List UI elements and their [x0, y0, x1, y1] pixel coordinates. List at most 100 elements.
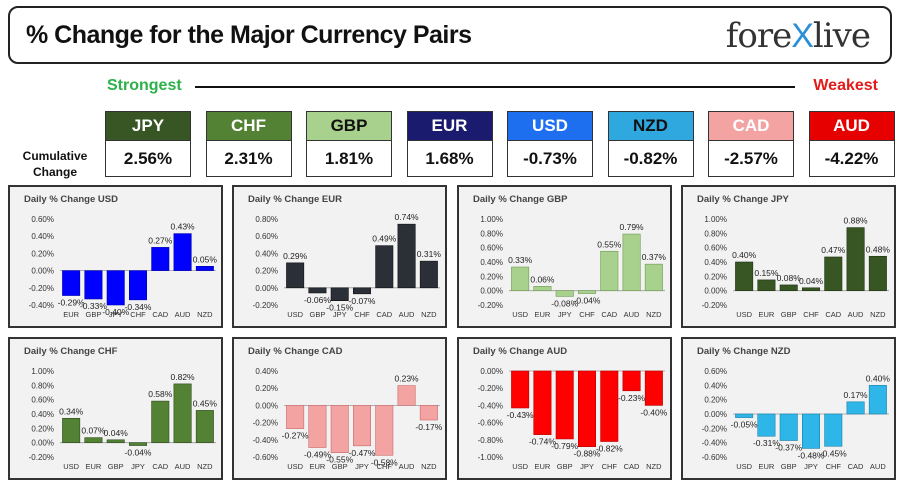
x-tick-label: CAD [601, 310, 617, 319]
bar-cad [846, 401, 865, 415]
data-label: -0.27% [282, 431, 309, 441]
x-tick-label: CHF [579, 310, 595, 319]
x-tick-label: USD [287, 462, 303, 471]
x-tick-label: NZD [870, 310, 886, 319]
data-label: 0.08% [777, 273, 802, 283]
data-label: 0.82% [171, 372, 196, 382]
bar-chf [802, 287, 820, 291]
data-label: -0.40% [640, 407, 667, 417]
bar-jpy [555, 290, 574, 297]
y-tick-label: 0.20% [704, 272, 727, 281]
y-tick-label: 0.80% [704, 229, 727, 238]
logo-text-right: live [812, 16, 871, 56]
y-tick-label: 0.60% [480, 244, 503, 253]
x-tick-label: CHF [826, 462, 842, 471]
x-tick-label: CAD [376, 310, 392, 319]
bar-cad [824, 256, 843, 291]
x-tick-label: GBP [557, 462, 573, 471]
bar-aud [397, 223, 416, 289]
currency-code: CAD [708, 111, 794, 141]
x-tick-label: USD [287, 310, 303, 319]
y-tick-label: 0.20% [31, 424, 54, 433]
bar-gbp [779, 284, 798, 291]
data-label: -0.23% [618, 393, 645, 403]
bar-aud [173, 233, 192, 271]
y-tick-label: 0.00% [31, 439, 54, 448]
data-label: -0.08% [551, 298, 578, 308]
x-tick-label: GBP [86, 310, 102, 319]
bar-jpy [578, 370, 596, 447]
x-tick-label: USD [736, 310, 752, 319]
bar-chart-gbp: Daily % Change GBP -0.20% 0.00% 0.20% 0.40% 0… [473, 194, 667, 319]
bar-eur [533, 370, 552, 435]
x-tick-label: GBP [781, 310, 797, 319]
y-tick-label: -0.20% [29, 284, 54, 293]
bar-usd [511, 370, 530, 409]
data-label: -0.37% [775, 443, 802, 453]
data-label: -0.07% [349, 296, 376, 306]
currency-box-chf: CHF 2.31% [205, 111, 292, 177]
cumulative-value: 2.56% [105, 141, 191, 177]
bar-usd [62, 418, 81, 443]
x-tick-label: NZD [197, 462, 213, 471]
data-label: -0.74% [529, 437, 556, 447]
x-tick-label: USD [736, 462, 752, 471]
y-tick-label: 0.00% [31, 267, 54, 276]
currency-box-gbp: GBP 1.81% [306, 111, 392, 177]
cumulative-value: 1.81% [306, 141, 392, 177]
bar-chf [578, 290, 596, 294]
logo-text-left: fore [725, 16, 792, 56]
data-label: 0.43% [171, 222, 196, 232]
bar-eur [757, 279, 776, 291]
x-tick-label: JPY [804, 462, 818, 471]
data-label: -0.88% [574, 449, 601, 459]
data-label: 0.88% [844, 216, 869, 226]
y-tick-label: 0.80% [255, 215, 278, 224]
bar-usd [286, 262, 305, 289]
currency-code: USD [507, 111, 593, 141]
x-tick-label: GBP [310, 310, 326, 319]
chart-title: Daily % Change EUR [248, 194, 342, 205]
x-tick-label: AUD [175, 462, 191, 471]
x-tick-label: AUD [870, 462, 886, 471]
bar-chart-eur: Daily % Change EUR -0.20% 0.00% 0.20% 0.40% 0… [248, 194, 441, 319]
y-tick-label: 0.40% [31, 232, 54, 241]
x-tick-label: USD [512, 462, 528, 471]
y-tick-label: 0.40% [704, 381, 727, 390]
x-tick-label: EUR [63, 310, 79, 319]
data-label: -0.47% [349, 448, 376, 458]
x-tick-label: JPY [131, 462, 145, 471]
bar-chf [129, 270, 147, 301]
y-tick-label: 0.60% [704, 367, 727, 376]
y-tick-label: 0.00% [480, 367, 503, 376]
x-tick-label: AUD [624, 310, 640, 319]
bar-chart-aud: Daily % Change AUD -1.00% -0.80% -0.60% -0.4… [473, 346, 668, 471]
data-label: 0.40% [866, 373, 891, 383]
x-tick-label: CAD [848, 462, 864, 471]
x-tick-label: EUR [535, 310, 551, 319]
bar-aud [173, 383, 192, 443]
cumulative-value: 2.31% [205, 141, 292, 177]
x-tick-label: EUR [535, 462, 551, 471]
weakest-label: Weakest [813, 77, 878, 94]
bar-cad [375, 245, 394, 289]
currency-box-nzd: NZD -0.82% [607, 111, 694, 177]
data-label: -0.17% [415, 422, 442, 432]
x-tick-label: AUD [175, 310, 191, 319]
bar-nzd [195, 410, 214, 443]
bar-jpy [129, 442, 147, 446]
data-label: -0.82% [596, 444, 623, 454]
x-tick-label: CAD [152, 310, 168, 319]
data-label: -0.79% [551, 441, 578, 451]
logo-x-mark: X [791, 17, 814, 55]
x-tick-label: USD [512, 310, 528, 319]
data-label: 0.55% [597, 239, 622, 249]
y-tick-label: -0.40% [253, 436, 278, 445]
strength-scale-line [195, 86, 795, 88]
bar-nzd [419, 405, 438, 421]
bar-cad [151, 400, 170, 443]
y-tick-label: -0.40% [29, 301, 54, 310]
data-label: 0.37% [642, 252, 667, 262]
bar-nzd [644, 370, 663, 406]
data-label: 0.33% [508, 255, 533, 265]
